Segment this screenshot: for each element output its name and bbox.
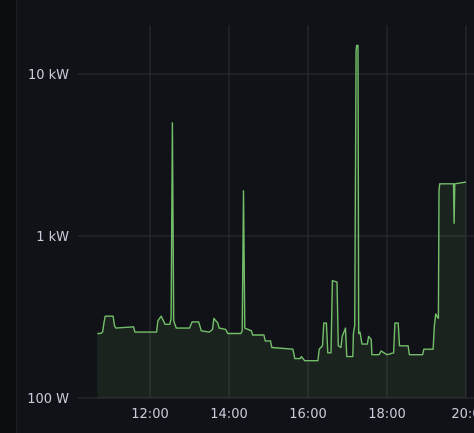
series-line: [97, 44, 467, 362]
x-tick-label: 20:0: [451, 407, 474, 422]
x-tick-label: 12:00: [131, 407, 168, 422]
x-tick-label: 14:00: [210, 407, 247, 422]
x-tick-label: 16:00: [289, 407, 326, 422]
chart-grid: [78, 25, 474, 399]
series-area-fill: [97, 45, 467, 398]
chart-plot: [97, 44, 467, 398]
y-tick-label: 10 kW: [28, 68, 69, 83]
panel-sidebar-edge: [0, 0, 17, 433]
x-tick-label: 18:00: [368, 407, 405, 422]
y-tick-label: 1 kW: [36, 230, 69, 245]
y-tick-label: 100 W: [27, 392, 69, 407]
y-axis-ticks: 100 W 1 kW 10 kW: [27, 68, 69, 407]
x-axis-ticks: 12:00 14:00 16:00 18:00 20:0: [131, 407, 474, 422]
